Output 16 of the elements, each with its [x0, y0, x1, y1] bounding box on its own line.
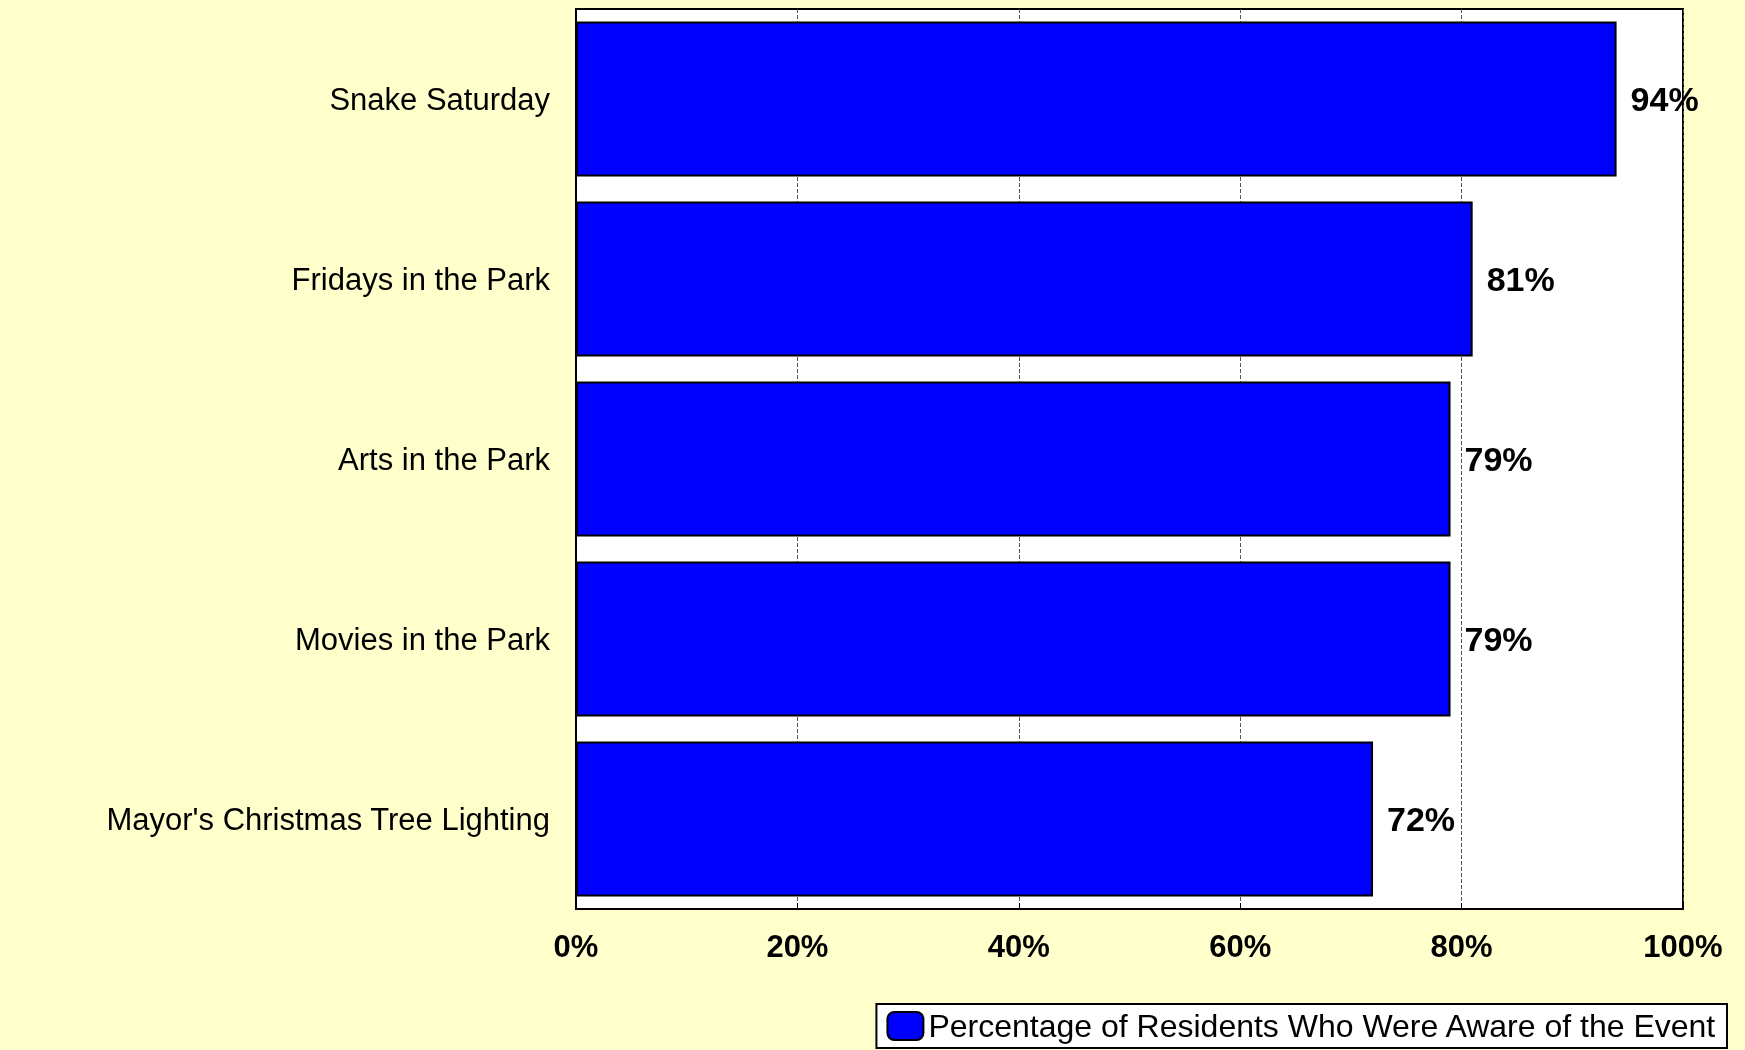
x-tick-label: 0% — [553, 929, 599, 964]
y-tick-label: Fridays in the Park — [291, 261, 551, 297]
x-tick-label: 80% — [1430, 929, 1493, 964]
y-tick-label: Snake Saturday — [329, 81, 551, 117]
text: 79% — [1464, 620, 1533, 658]
legend-label: Percentage of Residents Who Were Aware of the Event — [928, 1008, 1716, 1044]
x-tick-label: 60% — [1209, 929, 1272, 964]
text: 79% — [1464, 440, 1533, 478]
text: 81% — [1486, 260, 1555, 298]
x-tick-label: 20% — [766, 929, 829, 964]
text: 72% — [1387, 800, 1456, 838]
x-tick-label: 40% — [987, 929, 1050, 964]
y-tick-label: Movies in the Park — [295, 621, 551, 657]
y-tick-label: Arts in the Park — [338, 441, 551, 477]
x-tick-label: 100% — [1643, 929, 1723, 964]
y-tick-label: Mayor's Christmas Tree Lighting — [106, 801, 550, 837]
